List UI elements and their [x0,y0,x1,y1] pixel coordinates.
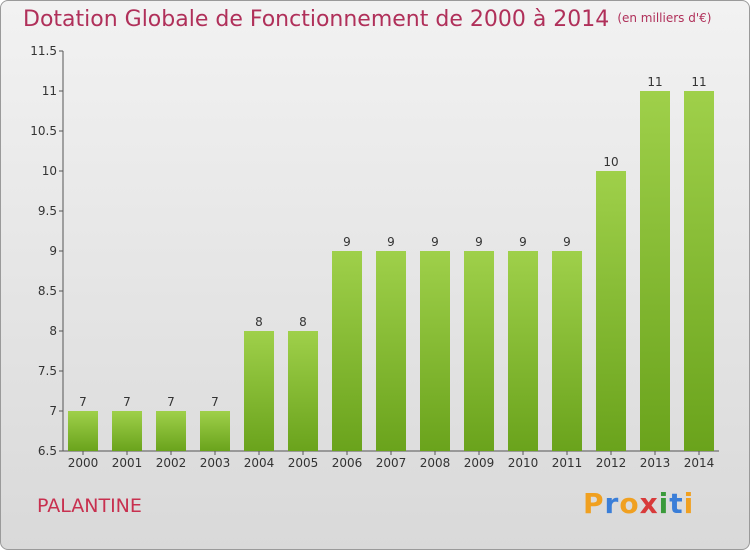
bar [288,331,318,451]
bar [420,251,450,451]
data-label: 9 [475,235,483,249]
bar [640,91,670,451]
x-tick-label: 2011 [552,456,583,470]
bar [200,411,230,451]
bar [68,411,98,451]
logo-letter: i [658,487,670,520]
data-label: 7 [211,395,219,409]
bar [332,251,362,451]
commune-name: PALANTINE [37,495,142,517]
y-tick-label: 11.5 [30,44,57,58]
data-label: 8 [299,315,307,329]
data-label: 9 [519,235,527,249]
x-tick-label: 2004 [244,456,275,470]
y-tick-label: 8 [49,324,57,338]
x-tick-label: 2002 [156,456,187,470]
proxiti-logo: Proxiti [583,487,694,520]
x-tick-label: 2014 [684,456,715,470]
y-tick-label: 11 [42,84,57,98]
data-label: 7 [167,395,175,409]
bar [596,171,626,451]
bar [376,251,406,451]
x-tick-label: 2012 [596,456,627,470]
data-label: 9 [343,235,351,249]
bar [552,251,582,451]
y-tick-label: 8.5 [38,284,57,298]
x-tick-label: 2001 [112,456,143,470]
x-tick-label: 2013 [640,456,671,470]
data-label: 10 [603,155,618,169]
x-tick-label: 2010 [508,456,539,470]
bar [508,251,538,451]
logo-letter: P [583,487,605,520]
title-text: Dotation Globale de Fonctionnement de 20… [23,7,610,32]
y-tick-label: 10 [42,164,57,178]
chart-subtitle: (en milliers d'€) [617,11,712,25]
x-tick-label: 2005 [288,456,319,470]
y-tick-label: 7 [49,404,57,418]
logo-letter: i [683,487,695,520]
data-label: 11 [647,75,662,89]
data-label: 7 [123,395,131,409]
bar [684,91,714,451]
bar [244,331,274,451]
y-tick-label: 9.5 [38,204,57,218]
bar [464,251,494,451]
y-tick-label: 6.5 [38,444,57,458]
x-tick-label: 2003 [200,456,231,470]
y-tick-label: 7.5 [38,364,57,378]
data-label: 9 [563,235,571,249]
y-tick-label: 9 [49,244,57,258]
logo-letter: x [639,487,659,520]
x-tick-label: 2009 [464,456,495,470]
logo-letter: t [669,487,684,520]
data-label: 7 [79,395,87,409]
x-tick-label: 2008 [420,456,451,470]
data-label: 11 [691,75,706,89]
x-tick-label: 2000 [68,456,99,470]
bar [112,411,142,451]
y-tick-label: 10.5 [30,124,57,138]
data-label: 9 [387,235,395,249]
logo-letter: r [604,487,620,520]
logo-letter: o [619,487,640,520]
bar [156,411,186,451]
data-label: 9 [431,235,439,249]
x-tick-label: 2007 [376,456,407,470]
chart-title: Dotation Globale de Fonctionnement de 20… [23,7,711,32]
x-tick-label: 2006 [332,456,363,470]
data-label: 8 [255,315,263,329]
